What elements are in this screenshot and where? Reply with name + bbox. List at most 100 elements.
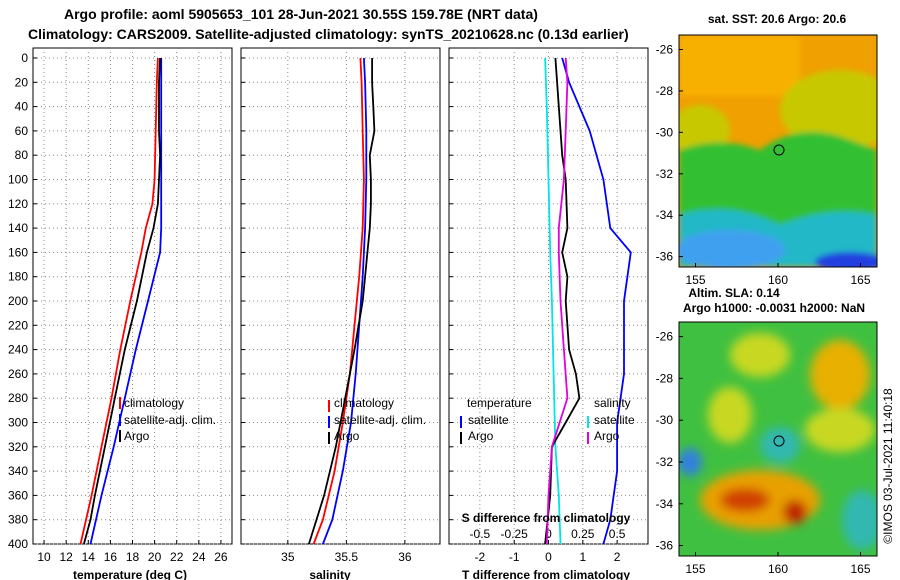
ytick-label-320: 320: [8, 440, 28, 454]
ytick-label-20: 20: [15, 75, 29, 89]
xtick-label-10: 10: [37, 550, 51, 564]
xtick-label-18: 18: [126, 550, 140, 564]
xtick-label-24: 24: [192, 550, 206, 564]
legend-title-temperature: temperature: [467, 396, 532, 410]
map-ytick-label--30: -30: [656, 125, 674, 139]
top-tick-label-0: 0: [545, 527, 552, 541]
ytick-label-300: 300: [8, 416, 28, 430]
ytick-label-60: 60: [15, 124, 29, 138]
sla-patch-yellow-2: [708, 387, 752, 443]
xtick-label-12: 12: [59, 550, 73, 564]
sst-patch-yellow-west: [679, 105, 730, 155]
salinity-legend: climatology satellite-adj. clim. Argo: [328, 396, 426, 444]
sst-argo-marker: [773, 144, 785, 156]
legend-swatch-argo: [119, 430, 121, 442]
sal-line-satellite: [322, 57, 368, 545]
map-xtick-label-155: 155: [685, 273, 705, 287]
sla-map-subtitle: Argo h1000: -0.0031 h2000: NaN: [683, 301, 865, 315]
sal-line-climatology: [312, 57, 365, 545]
map-xtick-label-160: 160: [768, 562, 788, 576]
ytick-label-340: 340: [8, 464, 28, 478]
legend-swatch-satellite: [119, 414, 121, 426]
ytick-label-40: 40: [15, 100, 29, 114]
map-ytick-label--30: -30: [656, 413, 674, 427]
map-ytick-label--28: -28: [656, 371, 674, 385]
legend-label-temp-satellite: satellite: [468, 413, 509, 427]
map-xtick-label-165: 165: [850, 562, 870, 576]
xtick-label-35.5: 35.5: [335, 550, 359, 564]
temp-line-satellite: [89, 58, 163, 545]
xtick-label-20: 20: [148, 550, 162, 564]
difference-panel: -2 -1 0 1 2 -0.5 -0.25 0 0.25 0.5 S difference fr…: [448, 47, 649, 580]
sal-line-argo: [308, 58, 376, 545]
sla-patch-teal: [760, 427, 800, 463]
xtick-label-1: 1: [579, 550, 586, 564]
legend-label-temp-argo: Argo: [468, 429, 494, 443]
ytick-label-180: 180: [8, 270, 28, 284]
map-ytick-label--36: -36: [656, 539, 674, 553]
map-xtick-label-165: 165: [850, 273, 870, 287]
xtick-label-22: 22: [170, 550, 184, 564]
ytick-label-100: 100: [8, 173, 28, 187]
temperature-legend: climatology satellite-adj. clim. Argo: [119, 396, 216, 443]
sla-patch-teal-2: [842, 490, 877, 550]
title-line-1: Argo profile: aoml 5905653_101 28-Jun-20…: [64, 6, 538, 22]
tdiff-line-satellite: [544, 57, 562, 545]
legend-label-argo: Argo: [124, 429, 150, 443]
sst-map: sat. SST: 20.6 Argo: 20.6 155 160 165 -26 -2…: [656, 12, 878, 287]
difference-legend: temperature satellite Argo salinity sate…: [460, 396, 635, 444]
legend-label-sal-satellite: satellite: [594, 413, 635, 427]
top-tick-label-0.25: 0.25: [571, 527, 595, 541]
xtick-label-35: 35: [281, 550, 295, 564]
legend-label-climatology: climatology: [124, 396, 184, 410]
map-ytick-label--32: -32: [656, 167, 674, 181]
ytick-label-160: 160: [8, 245, 28, 259]
map-ytick-label--26: -26: [656, 330, 674, 344]
top-tick-label-0.5: 0.5: [609, 527, 626, 541]
s-difference-label: S difference from climatology: [462, 511, 631, 525]
legend-swatch-temp-argo: [460, 432, 462, 444]
sla-patch-orange-1: [810, 340, 870, 410]
legend-label-satellite: satellite-adj. clim.: [334, 413, 426, 427]
xtick-label--2: -2: [475, 550, 486, 564]
salinity-panel: 35 35.5 36 salinity climatology satellite-…: [240, 47, 441, 580]
salinity-axes: [240, 47, 441, 545]
ytick-label-0: 0: [21, 51, 28, 65]
ytick-label-200: 200: [8, 294, 28, 308]
sst-patch-blue: [815, 252, 877, 267]
ytick-label-80: 80: [15, 148, 29, 162]
xtick-label-14: 14: [82, 550, 96, 564]
xtick-label-0: 0: [545, 550, 552, 564]
temperature-xlabel: temperature (deg C): [73, 568, 187, 580]
temp-line-climatology: [79, 57, 159, 545]
ytick-label-380: 380: [8, 513, 28, 527]
map-xtick-label-160: 160: [768, 273, 788, 287]
xtick-label-36: 36: [398, 550, 412, 564]
xtick-label-26: 26: [214, 550, 228, 564]
ytick-label-240: 240: [8, 343, 28, 357]
top-tick-label--0.5: -0.5: [470, 527, 491, 541]
map-ytick-label--28: -28: [656, 84, 674, 98]
ytick-label-120: 120: [8, 197, 28, 211]
sst-map-title: sat. SST: 20.6 Argo: 20.6: [708, 12, 847, 26]
sdiff-line-argo: [545, 57, 569, 545]
legend-swatch-climatology: [328, 400, 330, 412]
xtick-label--1: -1: [509, 550, 520, 564]
sla-patch-blue: [679, 448, 702, 476]
sla-patch-red-1: [720, 488, 770, 512]
xtick-label-16: 16: [104, 550, 118, 564]
legend-label-climatology: climatology: [334, 396, 394, 410]
sla-patch-yellow-3: [805, 408, 875, 452]
sdiff-line-satellite: [561, 57, 632, 545]
xtick-label-2: 2: [614, 550, 621, 564]
t-difference-label: T difference from climatology: [462, 568, 630, 580]
legend-swatch-temp-satellite: [460, 416, 462, 428]
sla-field: [679, 322, 877, 556]
map-ytick-label--26: -26: [656, 43, 674, 57]
legend-swatch-satellite: [328, 416, 330, 428]
sla-patch-yellow-1: [730, 333, 790, 377]
legend-label-satellite: satellite-adj. clim.: [124, 413, 216, 427]
temp-line-argo: [83, 57, 162, 545]
map-xtick-label-155: 155: [685, 562, 705, 576]
